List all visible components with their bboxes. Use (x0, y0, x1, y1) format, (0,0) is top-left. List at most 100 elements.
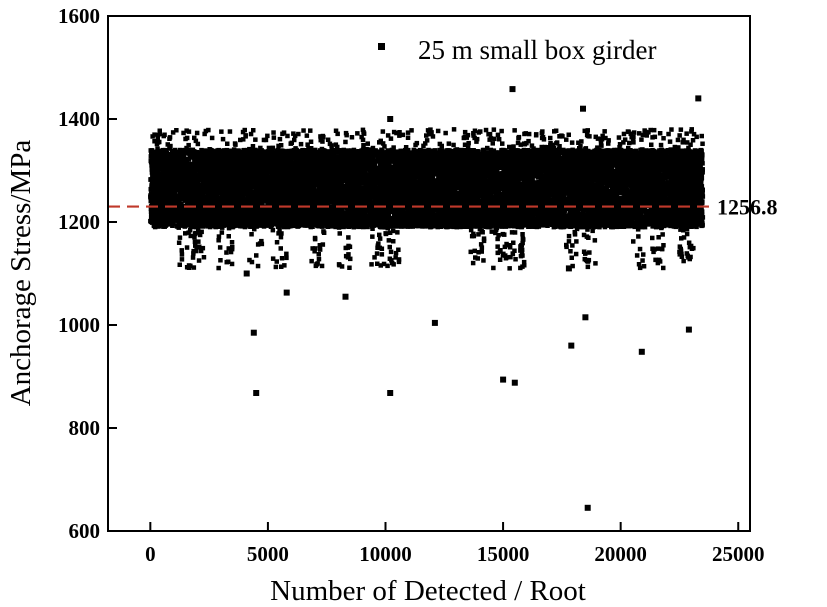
data-point (348, 256, 353, 262)
data-point (258, 214, 263, 220)
data-point (245, 195, 250, 200)
data-point (355, 131, 360, 136)
data-point (491, 127, 497, 132)
data-point (391, 145, 396, 150)
data-point (593, 261, 598, 266)
data-point (521, 237, 526, 242)
data-point (266, 213, 272, 218)
data-point (225, 141, 230, 146)
data-point (196, 239, 201, 244)
data-point (385, 133, 391, 138)
data-point (317, 243, 323, 248)
data-point (526, 131, 532, 137)
data-point (636, 234, 641, 239)
data-point (655, 260, 661, 266)
data-point (396, 259, 402, 265)
data-point (394, 130, 399, 136)
data-point (270, 145, 276, 151)
data-point (512, 230, 518, 235)
data-point (656, 235, 661, 240)
data-point (192, 235, 197, 240)
data-point (282, 263, 287, 268)
data-point (191, 251, 196, 256)
data-point (686, 240, 692, 245)
data-point (228, 249, 234, 255)
data-point (678, 127, 684, 132)
data-point (313, 246, 318, 251)
data-point (187, 228, 193, 233)
data-point (361, 143, 366, 148)
data-point (496, 137, 502, 142)
data-point (186, 129, 192, 134)
data-point (507, 266, 512, 271)
data-point (390, 228, 396, 234)
data-point (634, 218, 640, 223)
data-point (443, 130, 448, 136)
data-point (566, 233, 572, 239)
data-point (316, 164, 322, 170)
data-point (503, 256, 509, 261)
data-point (179, 252, 185, 257)
data-point (511, 240, 516, 245)
data-point (462, 174, 468, 179)
data-point (462, 129, 468, 135)
data-point (667, 139, 673, 144)
data-point (699, 133, 704, 139)
data-point (513, 257, 518, 262)
data-point (379, 252, 385, 257)
data-point (203, 128, 209, 134)
data-point (576, 140, 581, 145)
data-point (681, 228, 686, 233)
data-point (521, 259, 527, 265)
data-point (247, 257, 252, 263)
data-point (321, 134, 326, 140)
data-point (512, 128, 517, 133)
data-point (165, 142, 170, 147)
data-point (391, 129, 397, 135)
data-point (522, 263, 527, 268)
data-point (310, 246, 315, 251)
data-point (551, 198, 556, 204)
data-point (564, 137, 569, 142)
data-point (503, 253, 508, 258)
data-point (270, 227, 276, 233)
data-point (271, 150, 276, 155)
data-point (316, 185, 322, 191)
data-point (179, 257, 185, 262)
data-point (380, 141, 386, 146)
data-point (390, 147, 395, 153)
data-point (495, 244, 500, 249)
data-point (321, 229, 326, 234)
data-point (400, 132, 406, 138)
data-point (270, 256, 276, 261)
data-point (657, 131, 663, 136)
data-point (405, 130, 411, 135)
data-point (216, 265, 221, 271)
data-point (397, 130, 402, 135)
data-point (389, 258, 394, 263)
data-point (667, 193, 673, 199)
data-point (483, 127, 489, 133)
data-point (479, 245, 485, 250)
data-point (564, 242, 569, 248)
data-point (660, 232, 665, 237)
data-point (474, 136, 480, 142)
data-point (152, 132, 157, 137)
data-point (339, 190, 344, 195)
data-point (481, 258, 486, 263)
data-point (157, 128, 162, 133)
data-point (686, 145, 691, 151)
data-point (677, 244, 683, 249)
data-point (497, 257, 503, 262)
data-point (685, 140, 690, 145)
data-point (666, 131, 671, 137)
data-point (526, 138, 531, 144)
data-point (186, 142, 191, 148)
data-point (428, 127, 433, 132)
data-point (569, 140, 575, 145)
data-point (177, 262, 182, 267)
data-point (403, 145, 409, 150)
data-point (279, 256, 285, 261)
